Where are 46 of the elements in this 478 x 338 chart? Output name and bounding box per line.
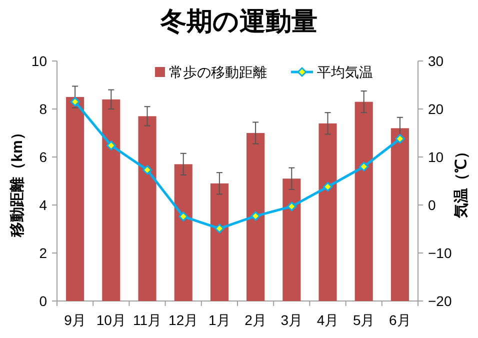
point [395,134,405,144]
bar [246,133,265,301]
x-tick-label: 3月 [280,312,303,328]
x-tick-label: 10月 [96,312,126,328]
legend-label: 常歩の移動距離 [169,64,267,80]
y2-tick-label: 0 [428,197,436,213]
x-tick-label: 5月 [352,312,375,328]
y2-tick-label: −10 [428,245,452,261]
y-tick-label: 0 [39,293,48,309]
y2-tick-label: 10 [428,149,444,165]
point [359,162,369,172]
bar [282,178,301,301]
y2-tick-label: 30 [428,53,444,69]
x-tick-label: 9月 [64,312,86,328]
x-tick-label: 1月 [208,312,230,328]
y2-tick-label: −20 [428,293,452,309]
bar [390,128,409,301]
y-tick-label: 4 [39,197,48,213]
x-tick-label: 12月 [168,312,198,328]
y-tick-label: 8 [39,101,48,117]
point [286,202,296,212]
legend-label: 平均気温 [317,64,373,80]
bar [318,123,337,301]
x-tick-label: 4月 [316,312,339,328]
point [142,165,152,175]
y-axis-title: 移動距離（km） [9,125,26,238]
chart-title: 冬期の運動量 [160,6,318,36]
point [323,182,332,192]
point [106,140,116,150]
y-tick-label: 10 [31,53,48,69]
y-tick-label: 6 [39,149,48,165]
y2-axis-title: 気温（℃） [453,144,470,219]
x-tick-label: 2月 [244,312,266,328]
bar [66,97,84,301]
x-tick-label: 6月 [389,312,411,328]
point [250,211,260,221]
y2-tick-label: 20 [428,101,444,117]
bar [102,99,120,301]
y-tick-label: 2 [39,245,48,261]
x-tick-label: 11月 [132,312,162,328]
bar [354,102,373,301]
bar [174,164,192,301]
bar [210,183,228,301]
point [214,224,224,234]
bar [138,116,156,301]
point [178,212,188,222]
